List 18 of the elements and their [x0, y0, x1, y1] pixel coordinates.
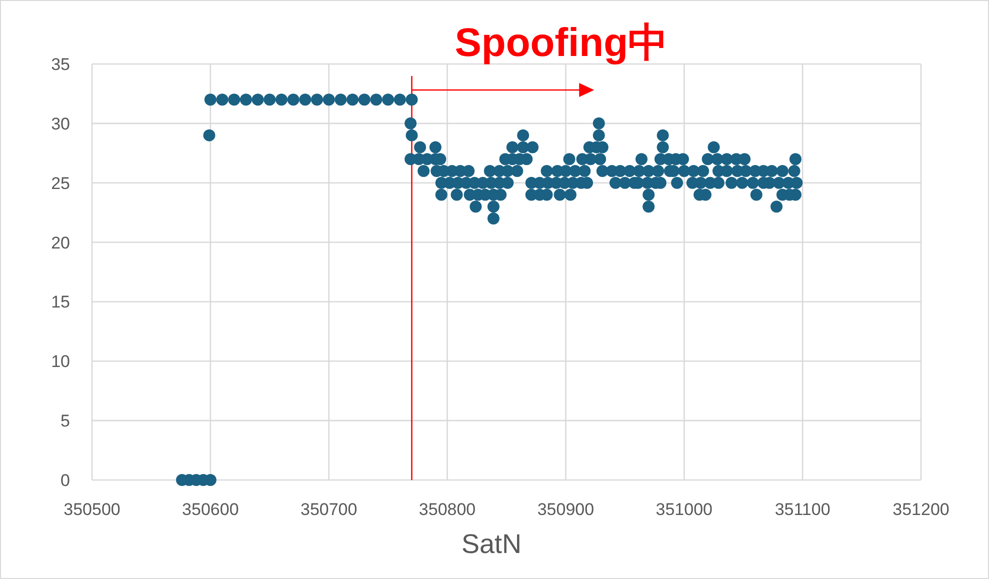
x-tick-label: 351200: [892, 500, 950, 519]
x-tick-label: 350600: [182, 500, 239, 519]
y-tick-label: 35: [51, 55, 70, 74]
x-tick-label: 350900: [537, 500, 594, 519]
x-tick-label: 350500: [64, 500, 120, 519]
y-tick-label: 10: [51, 352, 70, 372]
y-tick-label: 0: [60, 471, 70, 490]
x-tick-label: 351100: [774, 500, 830, 519]
y-tick-label: 15: [51, 292, 70, 312]
x-axis-title: SatN: [461, 529, 522, 559]
y-tick-label: 30: [51, 114, 70, 134]
x-tick-label: 350700: [300, 500, 358, 519]
x-tick-label: 351000: [656, 500, 713, 519]
x-tick-label: 350800: [418, 500, 476, 519]
y-tick-label: 25: [51, 174, 70, 193]
y-tick-label: 5: [60, 412, 70, 431]
y-tick-label: 20: [51, 233, 70, 252]
annotation: Spoofing中: [454, 21, 668, 65]
